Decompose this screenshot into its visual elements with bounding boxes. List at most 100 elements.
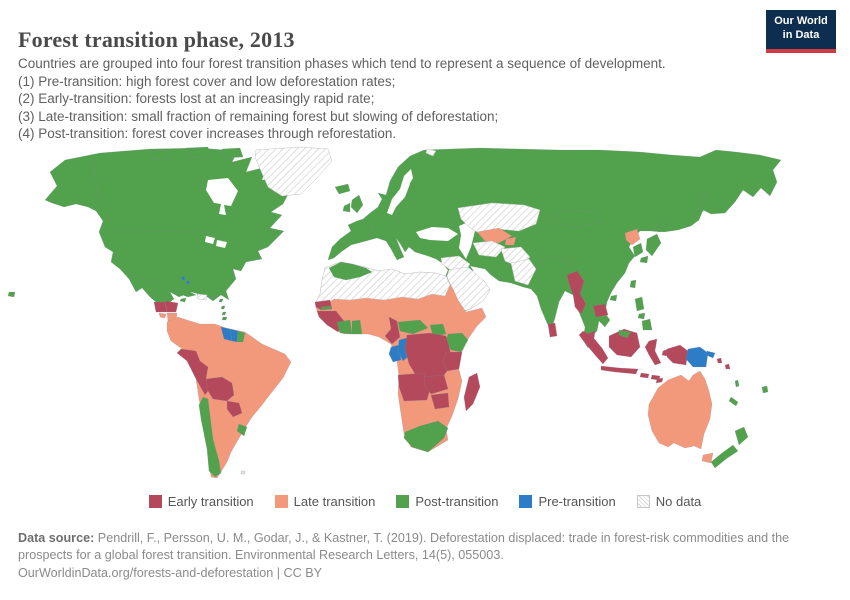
persian-gulf: [470, 270, 492, 280]
gulf-of-bothnia: [400, 169, 413, 190]
map-legend: Early transition Late transition Post-tr…: [0, 494, 850, 509]
region-iceland: [334, 183, 351, 195]
chart-subtitle: Countries are grouped into four forest t…: [18, 55, 818, 143]
region-canada-usa-mexico: [44, 147, 292, 306]
region-greenland: [254, 146, 333, 197]
region-tanzania: [442, 351, 463, 372]
region-new-caledonia: [728, 396, 739, 407]
region-papua-new-guinea: [685, 346, 709, 368]
eurasia: [327, 147, 782, 349]
region-zimbabwe: [430, 392, 450, 410]
region-trinidad: [221, 316, 228, 321]
legend-swatch-nodata: [636, 495, 650, 508]
region-car: [397, 319, 429, 335]
region-uruguay: [236, 423, 248, 437]
region-cameroon: [384, 316, 401, 345]
east-asia-islands: [609, 222, 663, 331]
region-gambia: [320, 305, 332, 311]
owid-logo: Our World in Data: [766, 10, 836, 53]
data-source-note: Data source: Pendrill, F., Persson, U. M…: [18, 530, 830, 564]
legend-label-nodata: No data: [655, 494, 702, 509]
region-falklands: [240, 470, 246, 475]
region-arctic-island: [149, 149, 171, 161]
region-guinea-liberia: [316, 310, 345, 333]
legend-item-pre[interactable]: Pre-transition: [519, 494, 616, 509]
region-timor: [655, 377, 664, 384]
region-cambodia: [592, 303, 609, 318]
region-antilles: [220, 305, 226, 310]
border-europe: [369, 221, 375, 239]
hudson-bay: [206, 178, 238, 215]
region-cuba: [171, 287, 197, 298]
legend-swatch-early: [148, 495, 162, 508]
region-new-zealand-south: [710, 444, 739, 469]
region-fiji: [761, 385, 769, 394]
region-japan: [645, 233, 662, 257]
legend-label-post: Post-transition: [415, 494, 499, 509]
region-myanmar: [566, 270, 587, 315]
region-puerto-rico: [209, 295, 216, 300]
border-europe: [395, 211, 399, 229]
legend-item-early[interactable]: Early transition: [148, 494, 254, 509]
region-taiwan: [629, 279, 637, 289]
license-line[interactable]: OurWorldinData.org/forests-and-deforesta…: [18, 566, 323, 580]
border-us-canada: [109, 229, 225, 243]
subtitle-line: (2) Early-transition: forests lost at an…: [18, 91, 375, 107]
region-hawaii: [7, 291, 16, 298]
south-america: [166, 316, 292, 479]
region-kyrgyzstan: [504, 236, 517, 246]
legend-item-nodata[interactable]: No data: [636, 494, 702, 509]
region-jamaica: [179, 297, 187, 303]
border-alaska: [92, 157, 100, 204]
region-bahamas: [185, 280, 191, 285]
region-chile: [198, 396, 222, 478]
border-europe: [337, 240, 353, 244]
page-title: Forest transition phase, 2013: [18, 26, 295, 52]
baltic-sea: [387, 184, 410, 215]
region-turkmenistan: [472, 240, 506, 258]
region-hainan: [609, 294, 618, 302]
region-zambia: [423, 374, 449, 395]
region-north-korea: [624, 228, 641, 246]
legend-item-post[interactable]: Post-transition: [396, 494, 498, 509]
region-arctic-island: [221, 147, 244, 159]
great-lakes: [205, 236, 215, 244]
region-south-sudan: [429, 323, 447, 337]
region-ghana: [351, 319, 363, 335]
region-philippines: [641, 318, 653, 331]
region-svalbard: [425, 148, 437, 157]
region-guatemala: [153, 301, 168, 313]
region-honduras: [164, 300, 179, 313]
world-map[interactable]: [0, 145, 850, 495]
region-antilles: [218, 298, 224, 303]
legend-item-late[interactable]: Late transition: [274, 494, 375, 509]
region-tasmania: [701, 452, 714, 464]
region-solomons: [724, 363, 731, 370]
border-china-india: [534, 256, 573, 266]
region-philippines: [637, 312, 646, 320]
great-lakes: [216, 240, 227, 248]
region-bahamas: [180, 275, 186, 281]
region-ireland: [342, 202, 351, 213]
region-hispaniola: [196, 293, 208, 301]
region-sumatra: [578, 330, 609, 365]
region-philippines: [634, 296, 645, 312]
subtitle-line: (3) Late-transition: small fraction of r…: [18, 108, 499, 124]
region-antilles: [221, 311, 227, 316]
region-uk: [350, 194, 364, 214]
owid-logo-line2: in Data: [782, 28, 820, 41]
legend-swatch-late: [274, 495, 288, 508]
region-new-britain: [705, 350, 716, 359]
border-us-mexico: [117, 265, 156, 284]
region-gabon: [388, 344, 402, 363]
region-madagascar: [463, 372, 481, 412]
region-australia: [647, 370, 713, 450]
legend-swatch-post: [396, 495, 410, 508]
region-japan: [639, 255, 649, 264]
region-angola: [397, 372, 431, 402]
black-sea: [416, 227, 458, 241]
legend-swatch-pre: [519, 495, 533, 508]
region-japan: [652, 222, 663, 233]
region-kazakhstan: [457, 202, 541, 235]
legend-label-early: Early transition: [167, 494, 254, 509]
